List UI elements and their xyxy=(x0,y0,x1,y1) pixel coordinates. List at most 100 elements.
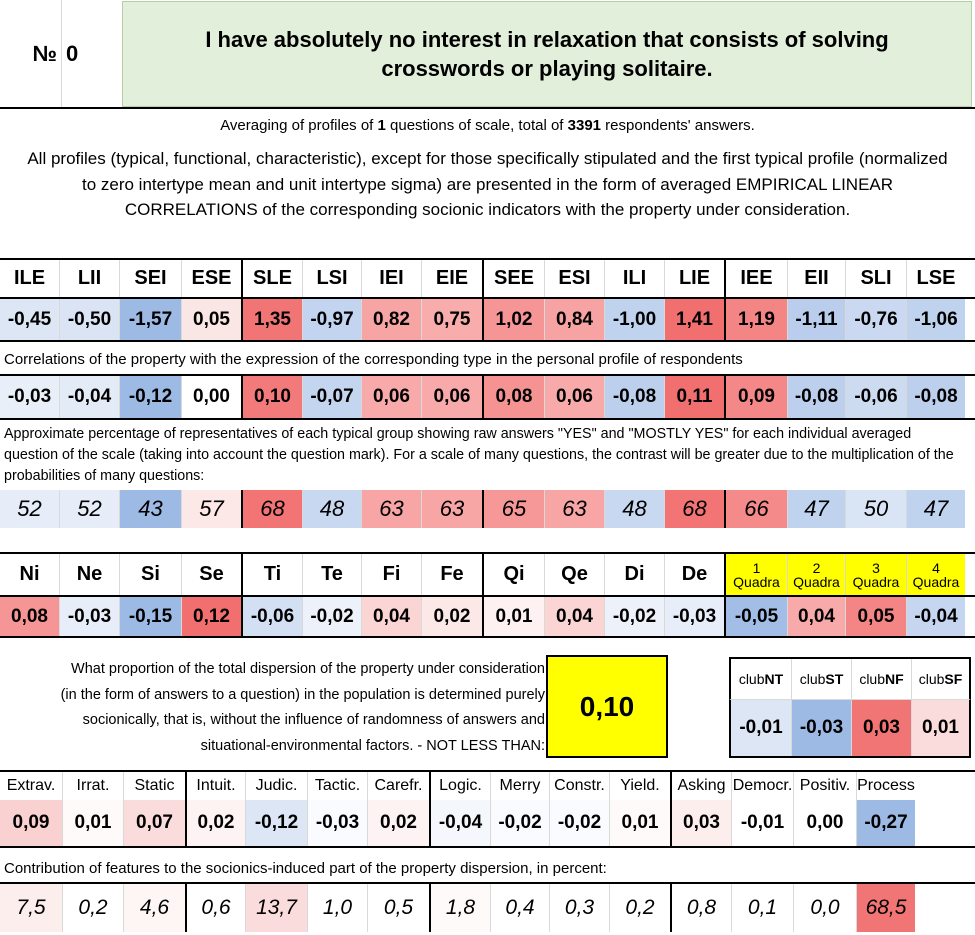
type-value: -1,11 xyxy=(787,299,845,340)
feature-label: Irrat. xyxy=(62,772,123,800)
feature-value: 0,00 xyxy=(793,800,856,846)
club-label: club SF xyxy=(911,659,969,699)
type-label: LIE xyxy=(664,260,724,297)
correlation-value: -0,08 xyxy=(787,376,845,418)
club-prefix: club xyxy=(859,671,885,687)
functions-values-row: 0,08 -0,03 -0,15 0,12 -0,06 -0,02 0,04 0,02 0,01… xyxy=(0,595,975,638)
club-value: 0,03 xyxy=(851,700,911,756)
function-value: 0,04 xyxy=(361,597,421,636)
feature-value: -0,04 xyxy=(429,800,490,846)
feature-label: Constr. xyxy=(549,772,609,800)
percentage-value: 57 xyxy=(181,490,241,528)
type-value: -1,00 xyxy=(604,299,664,340)
quadra-word: Quadra xyxy=(912,573,960,590)
percentages-values-row: 52 52 43 57 68 48 63 63 65 63 48 68 66 47 50 47 xyxy=(0,490,975,528)
question-number-value: 0 xyxy=(66,40,79,66)
feature-value: 0,03 xyxy=(670,800,731,846)
club-value: 0,01 xyxy=(911,700,969,756)
percentage-value: 47 xyxy=(787,490,845,528)
quadra-word: Quadra xyxy=(793,573,840,590)
quadra-label: 3 Quadra xyxy=(845,554,906,595)
feature-label: Static xyxy=(123,772,185,800)
quadra-number: 1 xyxy=(752,559,761,576)
type-value: -1,06 xyxy=(906,299,965,340)
type-value: 0,75 xyxy=(421,299,482,340)
club-code: NT xyxy=(764,671,784,687)
percentage-value: 63 xyxy=(421,490,482,528)
correlation-value: -0,07 xyxy=(302,376,361,418)
percentage-value: 52 xyxy=(0,490,59,528)
type-label: ILI xyxy=(604,260,664,297)
correlation-value: 0,11 xyxy=(664,376,724,418)
percentage-value: 65 xyxy=(482,490,544,528)
type-label: LII xyxy=(59,260,119,297)
contribution-value: 68,5 xyxy=(856,884,915,932)
quadra-word: Quadra xyxy=(852,573,900,590)
contributions-caption: Contribution of features to the sociоnic… xyxy=(4,860,607,877)
percentage-value: 50 xyxy=(845,490,906,528)
percentage-value: 63 xyxy=(544,490,604,528)
type-value: 1,19 xyxy=(724,299,787,340)
type-value: -0,45 xyxy=(0,299,59,340)
dispersion-value: 0,10 xyxy=(546,655,668,758)
function-value: -0,03 xyxy=(664,597,724,636)
club-label: club NF xyxy=(851,659,911,699)
function-label: Qi xyxy=(482,554,544,595)
type-label: ILE xyxy=(13,267,46,289)
function-label: Te xyxy=(302,554,361,595)
feature-label: Asking xyxy=(670,772,731,800)
function-label: Ni xyxy=(19,563,40,585)
quadra-number: 4 xyxy=(932,559,940,576)
correlation-value: -0,08 xyxy=(604,376,664,418)
function-label: Fe xyxy=(421,554,482,595)
averaging-prefix: Averaging of profiles of xyxy=(220,116,378,134)
type-label: LSE xyxy=(906,260,965,297)
percentage-value: 68 xyxy=(241,490,302,528)
function-value: -0,15 xyxy=(119,597,181,636)
types-header-row: ILE LII SEI ESE SLE LSI IEI EIE SEE ESI ILI LIE IEE E… xyxy=(0,258,975,299)
clubs-values-row: -0,01 -0,03 0,03 0,01 xyxy=(729,699,971,758)
function-value: 0,08 xyxy=(0,597,59,636)
feature-label: Democr. xyxy=(731,772,793,800)
function-label: Si xyxy=(119,554,181,595)
percentage-value: 52 xyxy=(59,490,119,528)
feature-value: 0,01 xyxy=(609,800,670,846)
contribution-value: 0,6 xyxy=(185,884,245,932)
quadra-word: Quadra xyxy=(733,573,780,590)
function-label: Se xyxy=(181,554,241,595)
feature-value: -0,03 xyxy=(307,800,367,846)
type-label: SLE xyxy=(241,260,302,297)
percentage-value: 47 xyxy=(906,490,965,528)
function-value: 0,12 xyxy=(181,597,241,636)
percentage-value: 66 xyxy=(724,490,787,528)
club-value: -0,03 xyxy=(791,700,851,756)
contribution-value: 0,5 xyxy=(367,884,429,932)
features-values-row: 0,09 0,01 0,07 0,02 -0,12 -0,03 0,02 -0,04 -0,02… xyxy=(0,800,975,848)
feature-value: 0,02 xyxy=(185,800,245,846)
correlation-value: -0,06 xyxy=(845,376,906,418)
type-label: EIE xyxy=(421,260,482,297)
type-label: IEI xyxy=(361,260,421,297)
percentage-value: 48 xyxy=(302,490,361,528)
feature-label: Yield. xyxy=(609,772,670,800)
dispersion-text: What proportion of the total dispersion … xyxy=(60,661,545,754)
type-value: 1,35 xyxy=(241,299,302,340)
club-value: -0,01 xyxy=(731,700,791,756)
types-values-row: -0,45 -0,50 -1,57 0,05 1,35 -0,97 0,82 0,75 1,02… xyxy=(0,299,975,342)
type-label: ESI xyxy=(544,260,604,297)
features-header-row: Extrav. Irrat. Static Intuit. Judic. Tactic. C… xyxy=(0,770,975,800)
type-label: IEE xyxy=(724,260,787,297)
header-row: № 0 I have absolutely no interest in rel… xyxy=(0,0,975,109)
function-value: 0,02 xyxy=(421,597,482,636)
contribution-value: 0,8 xyxy=(670,884,731,932)
type-label: SEI xyxy=(119,260,181,297)
quadra-label: 2 Quadra xyxy=(787,554,845,595)
feature-value: 0,07 xyxy=(123,800,185,846)
contribution-value: 0,2 xyxy=(609,884,670,932)
quadra-number: 2 xyxy=(812,559,821,576)
contribution-value: 0,4 xyxy=(490,884,549,932)
function-label: Qe xyxy=(544,554,604,595)
quadra-number: 3 xyxy=(872,559,880,576)
percentage-value: 63 xyxy=(361,490,421,528)
club-label: club NT xyxy=(731,659,791,699)
